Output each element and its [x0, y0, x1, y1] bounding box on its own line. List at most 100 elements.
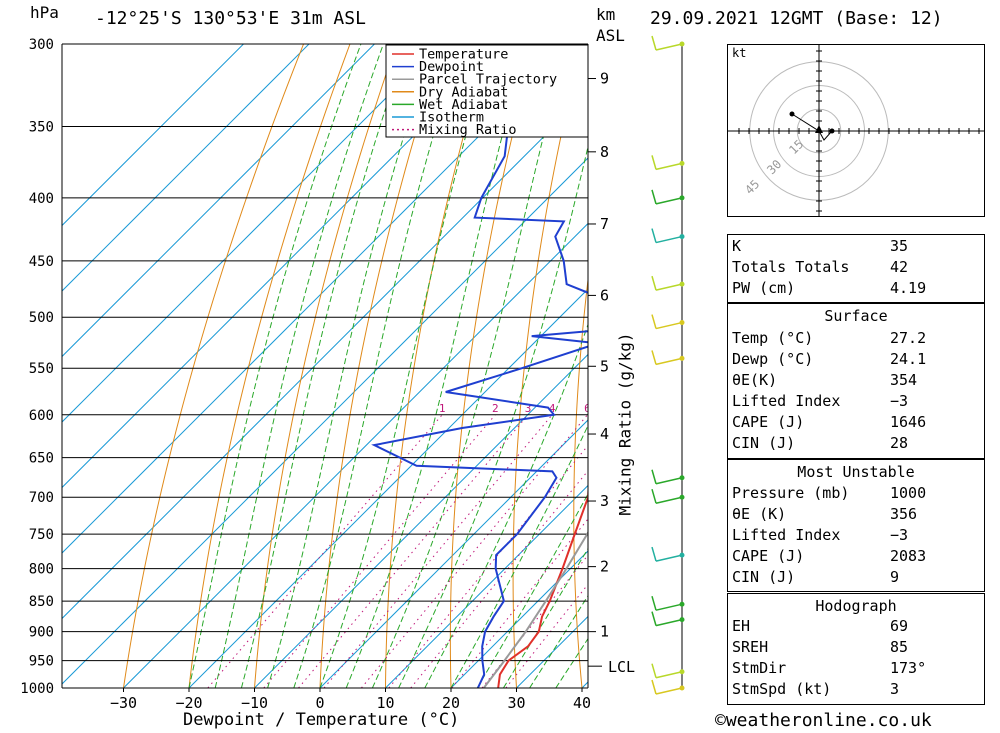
- pressure-tick-label: 800: [29, 562, 54, 578]
- wind-barb: [655, 554, 683, 562]
- isotherm-line: [62, 91, 588, 620]
- wet-adiabat-line: [502, 547, 588, 688]
- temp-tick-label: −30: [110, 694, 137, 712]
- km-tick-label: 7: [600, 215, 609, 233]
- km-tick-label: 5: [600, 357, 609, 375]
- wind-barb: [655, 496, 683, 504]
- isotherm-line: [319, 419, 588, 688]
- pressure-tick-label: 300: [29, 37, 54, 53]
- surface-index-row: Temp (°C) 27.2: [728, 328, 984, 349]
- km-tick-label: 3: [600, 492, 609, 510]
- dry-adiabat-line: [449, 44, 537, 688]
- temp-tick-label: −10: [241, 694, 268, 712]
- hodo-index-value: 85: [890, 638, 909, 656]
- surface-index-value: 24.1: [890, 350, 927, 368]
- datetime-title: 29.09.2021 12GMT (Base: 12): [650, 8, 943, 29]
- wind-barb-flag: [651, 314, 657, 329]
- mu-index-value: 2083: [890, 547, 927, 565]
- hodograph-unit: kt: [732, 46, 747, 60]
- mu-index-name: CIN (J): [732, 568, 796, 586]
- temp-tick-label: 20: [442, 694, 460, 712]
- surface-index-row: Lifted Index −3: [728, 391, 984, 412]
- indices-hodograph-box: Hodograph EH 69 SREH 85 StmDir 173° StmSpd (kt…: [727, 593, 985, 705]
- wind-barb-dot: [679, 552, 685, 558]
- wind-barb: [655, 197, 683, 205]
- surface-index-row: θE(K) 354: [728, 370, 984, 391]
- hodo-index-row: SREH 85: [728, 637, 984, 658]
- wind-barb-dot: [679, 195, 685, 201]
- wind-barb: [655, 235, 683, 244]
- wind-barb: [655, 603, 683, 611]
- mu-index-value: 1000: [890, 484, 927, 502]
- wind-barb: [655, 618, 683, 627]
- wind-barb-flag: [651, 469, 657, 484]
- wind-barb-dot: [679, 601, 685, 607]
- indices-most-unstable-box: Most Unstable Pressure (mb) 1000 θE (K) 356…: [727, 459, 985, 592]
- basic-index-value: 42: [890, 258, 909, 276]
- series-temperature: [497, 481, 588, 688]
- surface-index-row: CAPE (J) 1646: [728, 412, 984, 433]
- basic-index-name: PW (cm): [732, 279, 796, 297]
- wet-adiabat-line: [293, 44, 462, 688]
- x-axis-label: Dewpoint / Temperature (°C): [183, 710, 460, 730]
- isotherm-line: [62, 44, 441, 423]
- pressure-tick-label: 1000: [20, 681, 54, 697]
- isotherm-line: [62, 44, 506, 489]
- mixing-ratio-line: [263, 414, 496, 688]
- hodograph-ring-label: 15: [786, 137, 806, 157]
- wind-barb-flag: [651, 275, 657, 291]
- hodo-index-value: 69: [890, 617, 909, 635]
- pressure-tick-label: 500: [29, 310, 54, 326]
- hodo-index-value: 3: [890, 680, 900, 698]
- wind-barb-flag: [651, 679, 657, 695]
- basic-index-value: 4.19: [890, 279, 927, 297]
- most-unstable-title: Most Unstable: [797, 463, 915, 481]
- mixing-ratio-line: [410, 469, 588, 688]
- wind-barb-flag: [651, 350, 657, 365]
- surface-index-name: Temp (°C): [732, 329, 814, 347]
- isotherm-line: [62, 44, 244, 227]
- wind-barb-dot: [679, 494, 685, 500]
- legend-label: Dry Adiabat: [419, 84, 508, 100]
- mixing-ratio-label: 4: [549, 402, 556, 415]
- surface-index-value: 1646: [890, 413, 927, 431]
- surface-index-value: 28: [890, 434, 909, 452]
- isotherm-line: [254, 353, 588, 688]
- mu-index-name: Pressure (mb): [732, 484, 850, 502]
- km-tick-label: 1: [600, 623, 609, 641]
- wind-barb-flag: [651, 189, 657, 205]
- wind-barb: [655, 43, 683, 51]
- legend-label: Parcel Trajectory: [419, 72, 557, 88]
- series-parcel-trajectory: [482, 530, 588, 688]
- surface-index-name: CIN (J): [732, 434, 796, 452]
- surface-index-name: CAPE (J): [732, 413, 805, 431]
- wind-barb-dot: [679, 320, 685, 326]
- wet-adiabat-line: [267, 44, 434, 688]
- copyright-symbol: ©: [715, 710, 726, 731]
- legend-label: Temperature: [419, 47, 508, 63]
- hodo-index-row: EH 69: [728, 616, 984, 637]
- indices-surface-box: Surface Temp (°C) 27.2 Dewp (°C) 24.1 θE(K) 3…: [727, 303, 985, 459]
- mixing-ratio-line: [298, 414, 529, 688]
- dry-adiabat-line: [319, 44, 444, 688]
- mixing-ratio-label: 3: [525, 402, 532, 415]
- hodograph-ring-label: 30: [764, 157, 784, 177]
- mu-index-name: Lifted Index: [732, 526, 841, 544]
- location-title: -12°25'S 130°53'E 31m ASL: [95, 8, 366, 29]
- pressure-tick-label: 900: [29, 625, 54, 641]
- km-tick-label: 6: [600, 286, 609, 304]
- wind-barb-dot: [679, 281, 685, 287]
- site-credit[interactable]: ©weatheronline.co.uk: [715, 710, 932, 731]
- legend-label: Dewpoint: [419, 59, 484, 75]
- mu-index-row: Lifted Index −3: [728, 525, 984, 546]
- surface-index-row: Dewp (°C) 24.1: [728, 349, 984, 370]
- temp-tick-label: 40: [573, 694, 591, 712]
- hodograph-panel: 15 30 45 kt: [727, 44, 985, 217]
- temp-tick-label: −20: [175, 694, 202, 712]
- hodo-index-row: StmSpd (kt) 3: [728, 679, 984, 700]
- hodo-index-name: SREH: [732, 638, 769, 656]
- wind-barb-flag: [651, 155, 657, 170]
- hodo-index-name: StmSpd (kt): [732, 680, 832, 698]
- dry-adiabat-line: [690, 44, 722, 688]
- wind-barb-dot: [679, 355, 685, 361]
